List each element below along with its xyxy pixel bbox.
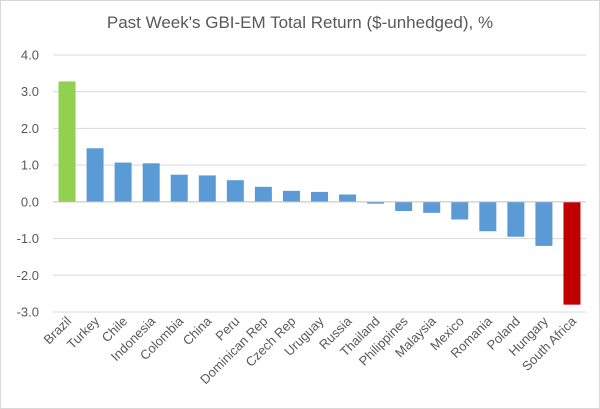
y-tick-label: 1.0: [21, 158, 39, 173]
bar-dominican-rep: [254, 186, 272, 202]
chart-title: Past Week's GBI-EM Total Return ($-unhed…: [106, 13, 494, 32]
bar-philippines: [395, 201, 413, 212]
bar-hungary: [535, 201, 553, 246]
bar-indonesia: [142, 163, 160, 202]
bar-chile: [114, 162, 132, 202]
bar-russia: [339, 194, 357, 202]
bar-czech-rep: [282, 190, 300, 202]
bar-turkey: [86, 148, 104, 202]
y-tick-label: 0.0: [21, 194, 39, 209]
bar-uruguay: [311, 191, 328, 202]
category-label: China: [180, 313, 215, 348]
bar-south-africa: [563, 201, 581, 305]
bar-romania: [479, 201, 497, 232]
y-tick-label: 4.0: [21, 48, 39, 63]
bar-poland: [507, 201, 525, 237]
y-tick-label: 3.0: [21, 84, 39, 99]
bar-thailand: [367, 201, 385, 204]
bar-brazil: [58, 81, 76, 202]
y-tick-label: -1.0: [17, 231, 39, 246]
category-label: Turkey: [64, 313, 103, 352]
y-tick-label: -3.0: [17, 305, 39, 320]
bar-peru: [226, 180, 244, 202]
y-axis-ticks: 4.0 3.0 2.0 1.0 0.0 -1.0 -2.0 -3.0: [17, 48, 39, 320]
y-tick-label: 2.0: [21, 121, 39, 136]
bar-colombia: [170, 174, 188, 202]
bar-mexico: [451, 201, 469, 220]
bar-malaysia: [423, 201, 441, 213]
gridlines: [53, 54, 586, 313]
bar-china: [198, 175, 216, 202]
y-tick-label: -2.0: [17, 268, 39, 283]
bars: [58, 81, 581, 305]
category-labels: BrazilTurkeyChileIndonesiaColombiaChinaP…: [41, 313, 580, 387]
